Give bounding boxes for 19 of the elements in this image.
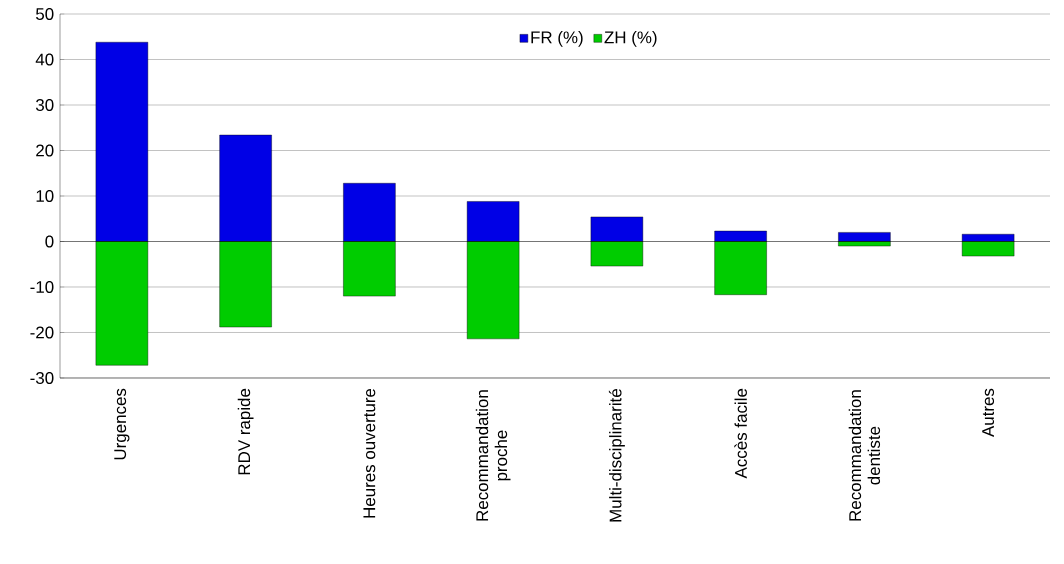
- y-tick-label: 30: [35, 99, 54, 111]
- y-tick-label: -20: [30, 326, 54, 339]
- x-tick-label: RDV rapide: [237, 388, 254, 475]
- y-tick-label: 20: [36, 144, 54, 157]
- x-tick-label: Multi-disciplinarité: [608, 389, 625, 522]
- x-tick-label: Urgences: [114, 388, 130, 460]
- x-tick-label: Autres: [982, 388, 995, 438]
- y-tick-label: 40: [35, 53, 54, 66]
- x-tick-label: Heures ouverture: [363, 388, 376, 518]
- legend-label: ZH (%): [604, 30, 657, 47]
- y-tick-label: 50: [35, 8, 54, 20]
- x-tick-label: Recommandation dentiste: [848, 390, 881, 521]
- legend-label: FR (%): [531, 30, 583, 47]
- y-tick-label: -30: [30, 372, 54, 384]
- y-tick-label: 0: [45, 235, 54, 248]
- y-tick-label: 10: [36, 190, 54, 202]
- x-tick-label: Accès facile: [734, 388, 747, 479]
- x-tick-label: Recommandation proche: [475, 390, 511, 521]
- y-tick-label: -10: [30, 281, 54, 293]
